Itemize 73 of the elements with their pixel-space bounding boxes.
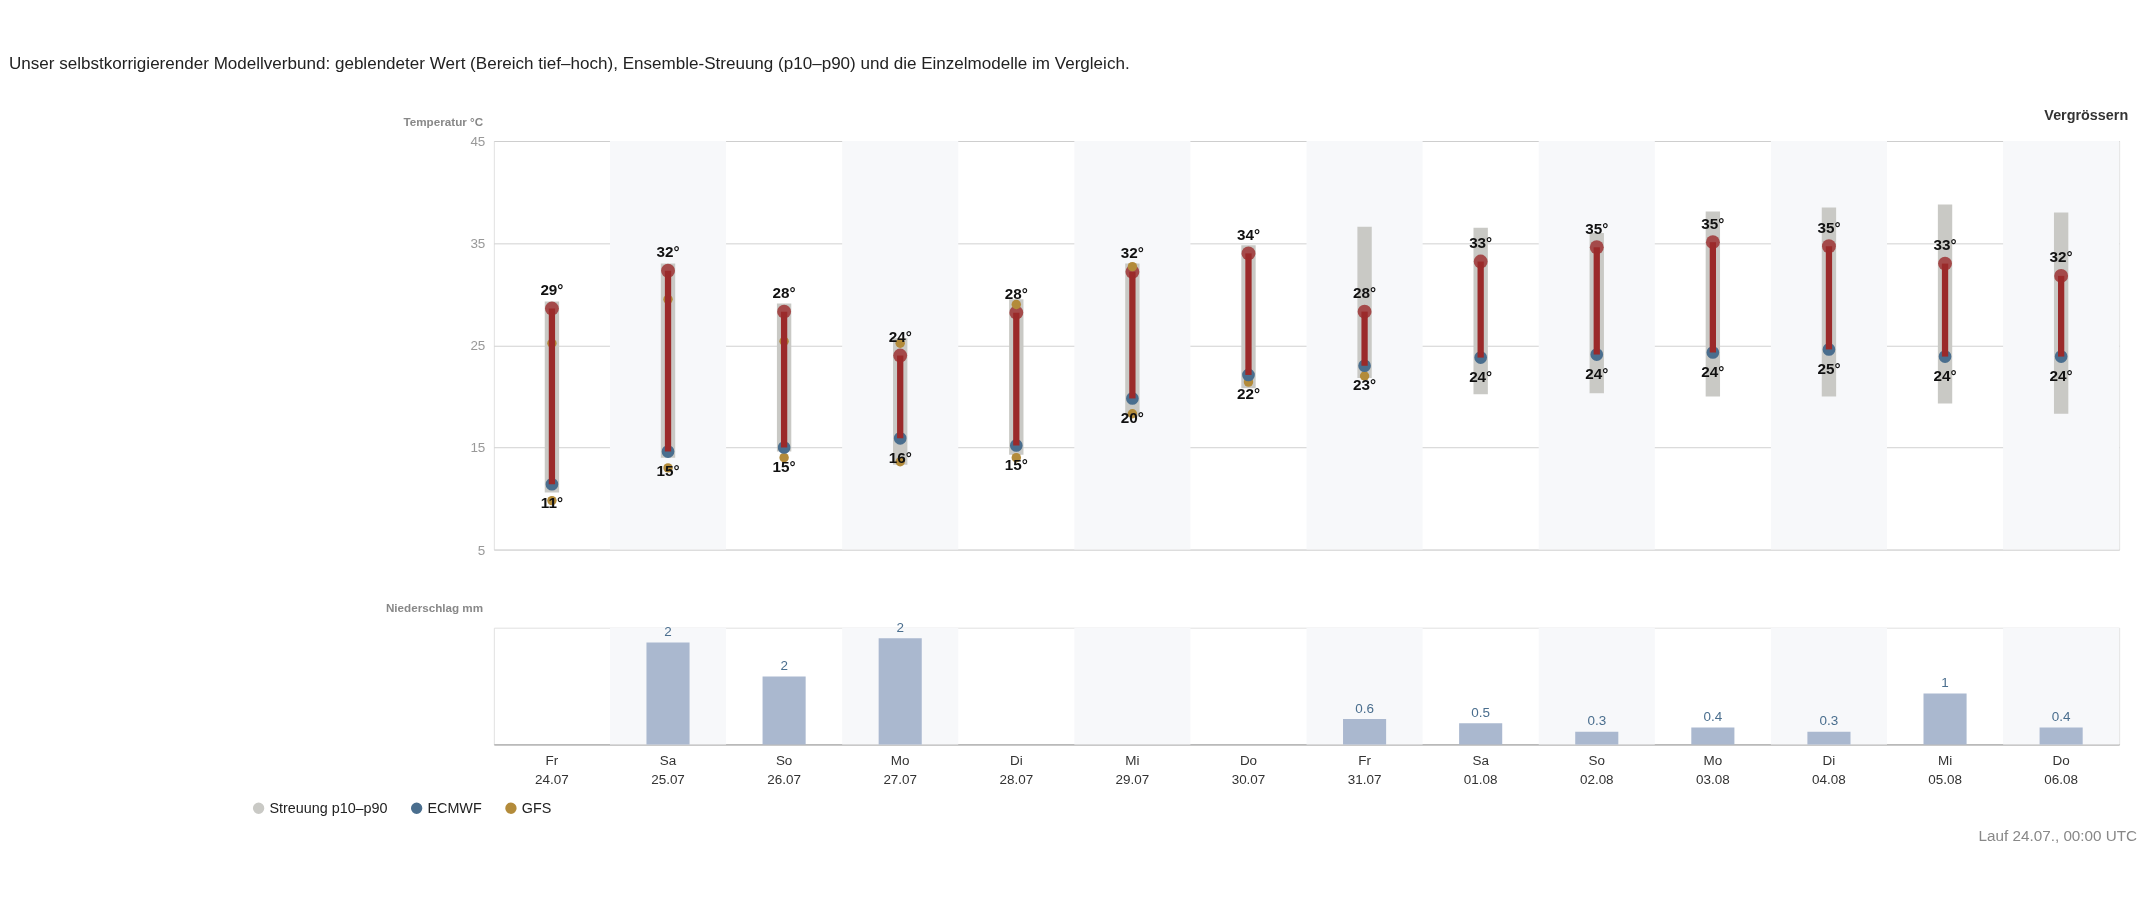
annotation: 35° — [1701, 214, 1725, 232]
data-label: 1 — [1941, 675, 1949, 691]
annotation: 15° — [772, 457, 796, 475]
x-tick-label: So 26.07 — [767, 752, 801, 788]
y-axis-title: Niederschlag mm — [385, 601, 484, 615]
x-tick-label: Do 30.07 — [1231, 752, 1266, 788]
legend-label: Streuung p10–p90 — [269, 799, 388, 816]
annotation: 24° — [888, 328, 912, 346]
y-tick-label: 35 — [470, 236, 486, 252]
legend-label: ECMWF — [427, 799, 482, 816]
bar — [1807, 731, 1851, 745]
annotation: 24° — [1933, 366, 1957, 384]
annotation: 16° — [888, 448, 912, 466]
bar — [1343, 719, 1387, 745]
annotation: 25° — [1817, 359, 1841, 377]
data-label: 0.3 — [1587, 713, 1607, 729]
annotation: 28° — [1353, 284, 1377, 302]
bar — [2039, 727, 2083, 745]
data-label: 0.3 — [1819, 713, 1839, 729]
legend-label: GFS — [521, 799, 552, 816]
annotation: 11° — [540, 494, 564, 512]
annotation: 33° — [1469, 234, 1493, 252]
annotation: 24° — [1585, 364, 1609, 382]
annotation: 35° — [1817, 218, 1841, 236]
x-tick-label: So 02.08 — [1579, 752, 1614, 788]
x-tick-label: Mo 27.07 — [883, 752, 918, 788]
bar — [1575, 731, 1619, 745]
annotation: 34° — [1236, 225, 1261, 243]
text: Vergrössern — [2044, 107, 2129, 124]
data-label: 2 — [896, 620, 904, 636]
y-tick-label: 45 — [470, 133, 486, 149]
bar — [1691, 727, 1735, 745]
data-label: 2 — [664, 624, 672, 640]
bar — [1923, 693, 1967, 745]
chart-title: Unser selbstkorrigierender Modellverbund: geblendeter Wert (Bereich tief–hoch), Ensemble-Streuung (p10–p90) und die Einzelmodelle im Vergleich. — [8, 53, 1130, 73]
annotation: 15° — [656, 461, 680, 479]
annotation: 28° — [772, 284, 796, 302]
annotation: 24° — [2049, 366, 2073, 384]
annotation: 15° — [1004, 455, 1028, 473]
data-label: 2 — [780, 658, 788, 674]
annotation: 22° — [1236, 385, 1261, 403]
bar — [762, 676, 806, 745]
x-tick-label: Do 06.08 — [2044, 752, 2078, 788]
x-tick-label: Di 04.08 — [1812, 752, 1846, 788]
annotation: 32° — [2049, 248, 2073, 266]
annotation: 20° — [1120, 408, 1144, 426]
x-tick-label: Fr 31.07 — [1347, 752, 1382, 788]
x-tick-label: Mo 03.08 — [1696, 752, 1730, 788]
annotation: 24° — [1469, 367, 1493, 385]
annotation: 29° — [540, 281, 564, 299]
x-tick-label: Mi 29.07 — [1115, 752, 1150, 788]
data-label: 0.6 — [1355, 700, 1374, 716]
text: Lauf 24.07., 00:00 UTC — [1978, 826, 2138, 844]
bar — [1459, 723, 1503, 745]
annotation: 23° — [1353, 376, 1377, 394]
y-tick-label: 5 — [477, 542, 486, 558]
annotation: 24° — [1701, 362, 1725, 380]
y-tick-label: 15 — [470, 440, 486, 456]
x-tick-label: Fr 24.07 — [535, 752, 569, 788]
data-label: 0.4 — [2051, 709, 2072, 725]
x-tick-label: Mi 05.08 — [1928, 752, 1962, 788]
annotation: 32° — [656, 243, 680, 261]
x-tick-label: Sa 01.08 — [1463, 752, 1498, 788]
x-tick-label: Sa 25.07 — [651, 752, 685, 788]
data-label: 0.5 — [1471, 704, 1491, 720]
annotation: 32° — [1120, 244, 1144, 262]
annotation: 35° — [1585, 219, 1609, 237]
y-axis-title: Temperatur °C — [403, 114, 484, 128]
y-tick-label: 25 — [470, 338, 486, 354]
annotation: 33° — [1933, 236, 1957, 254]
x-tick-label: Di 28.07 — [999, 752, 1034, 788]
annotation: 28° — [1004, 285, 1028, 303]
data-label: 0.4 — [1703, 709, 1723, 725]
